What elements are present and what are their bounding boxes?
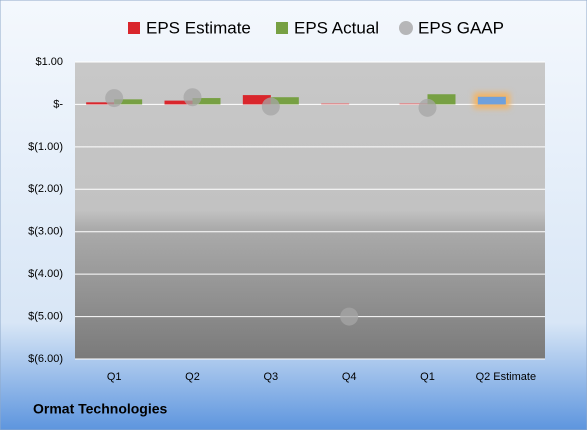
legend-label: EPS Estimate xyxy=(146,18,251,37)
bar xyxy=(114,99,143,105)
x-tick-label: Q2 xyxy=(185,371,200,383)
x-tick-label: Q3 xyxy=(263,371,278,383)
bar xyxy=(86,102,115,105)
gaap-point xyxy=(340,307,359,326)
y-tick-label: $(5.00) xyxy=(28,310,63,322)
legend-label: EPS Actual xyxy=(294,18,379,37)
x-tick-label: Q1 xyxy=(107,371,122,383)
bar xyxy=(164,100,193,105)
y-tick-label: $1.00 xyxy=(35,56,63,68)
y-tick-label: $- xyxy=(53,98,63,110)
x-tick-label: Q1 xyxy=(420,371,435,383)
bar xyxy=(242,95,271,105)
bar xyxy=(270,97,299,105)
legend-marker xyxy=(399,21,413,35)
bar xyxy=(192,98,221,105)
y-tick-label: $(4.00) xyxy=(28,268,63,280)
legend-marker xyxy=(276,22,288,34)
gaap-point xyxy=(183,88,202,107)
y-tick-label: $(1.00) xyxy=(28,141,63,153)
chart-title: Ormat Technologies xyxy=(33,401,168,417)
legend-label: EPS GAAP xyxy=(418,18,504,37)
x-tick-label: Q2 Estimate xyxy=(476,371,537,383)
x-tick-label: Q4 xyxy=(342,371,357,383)
legend-marker xyxy=(128,22,140,34)
gaap-point xyxy=(261,97,280,116)
gaap-point xyxy=(105,89,124,108)
bar xyxy=(477,96,506,105)
bar xyxy=(427,94,456,105)
plot-area xyxy=(75,62,545,359)
legend: EPS Estimate EPS Actual EPS GAAP xyxy=(128,18,504,37)
y-tick-label: $(3.00) xyxy=(28,226,63,238)
bar xyxy=(321,103,350,105)
bar xyxy=(399,103,428,105)
y-tick-label: $(6.00) xyxy=(28,353,63,365)
gaap-point xyxy=(418,98,437,117)
y-tick-label: $(2.00) xyxy=(28,183,63,195)
